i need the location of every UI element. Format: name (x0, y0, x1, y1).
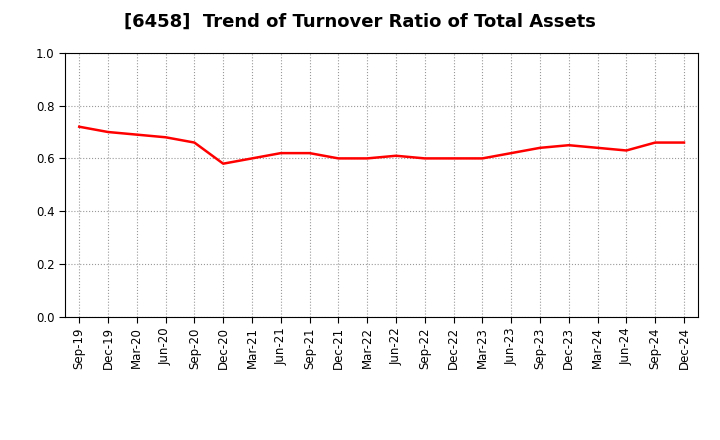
Text: [6458]  Trend of Turnover Ratio of Total Assets: [6458] Trend of Turnover Ratio of Total … (124, 13, 596, 31)
